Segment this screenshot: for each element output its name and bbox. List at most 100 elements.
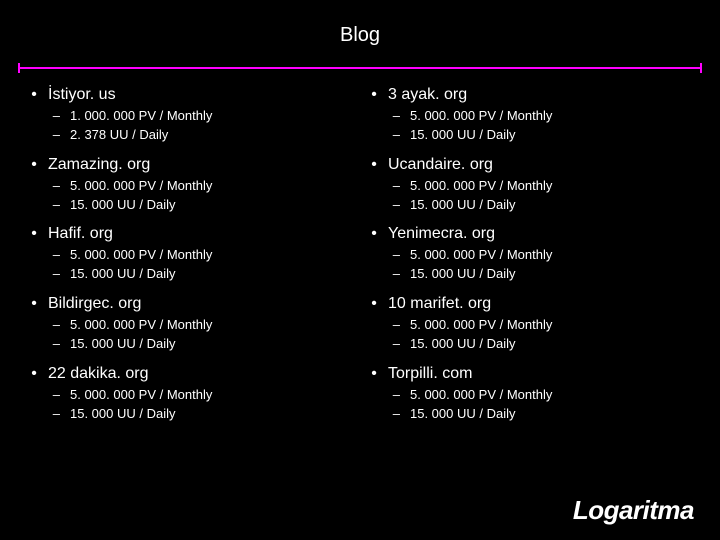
site-name: Torpilli. com xyxy=(388,362,472,386)
bullet-icon: • xyxy=(360,83,388,107)
metric-text: 15. 000 UU / Daily xyxy=(70,265,176,284)
metric-line: –5. 000. 000 PV / Monthly xyxy=(360,246,700,265)
site-block: •3 ayak. org–5. 000. 000 PV / Monthly–15… xyxy=(360,83,700,145)
dash-icon: – xyxy=(360,386,410,405)
metric-line: –5. 000. 000 PV / Monthly xyxy=(20,316,360,335)
metric-text: 5. 000. 000 PV / Monthly xyxy=(70,386,212,405)
metric-line: –5. 000. 000 PV / Monthly xyxy=(360,386,700,405)
site-line: •Yenimecra. org xyxy=(360,222,700,246)
left-column: •İstiyor. us–1. 000. 000 PV / Monthly–2.… xyxy=(20,83,360,431)
site-name: 3 ayak. org xyxy=(388,83,467,107)
dash-icon: – xyxy=(20,335,70,354)
metric-line: –1. 000. 000 PV / Monthly xyxy=(20,107,360,126)
site-line: •Torpilli. com xyxy=(360,362,700,386)
divider-container xyxy=(0,67,720,77)
metric-line: –15. 000 UU / Daily xyxy=(360,405,700,424)
logo: Logaritma xyxy=(573,495,694,526)
site-name: Bildirgec. org xyxy=(48,292,141,316)
dash-icon: – xyxy=(360,335,410,354)
dash-icon: – xyxy=(360,177,410,196)
bullet-icon: • xyxy=(20,292,48,316)
site-line: •Zamazing. org xyxy=(20,153,360,177)
site-name: Zamazing. org xyxy=(48,153,150,177)
metric-line: –15. 000 UU / Daily xyxy=(360,126,700,145)
divider-tick-right xyxy=(700,63,702,73)
metric-line: –15. 000 UU / Daily xyxy=(20,335,360,354)
dash-icon: – xyxy=(20,316,70,335)
dash-icon: – xyxy=(20,386,70,405)
bullet-icon: • xyxy=(20,83,48,107)
site-block: •10 marifet. org–5. 000. 000 PV / Monthl… xyxy=(360,292,700,354)
dash-icon: – xyxy=(20,265,70,284)
divider-tick-left xyxy=(18,63,20,73)
site-block: •Yenimecra. org–5. 000. 000 PV / Monthly… xyxy=(360,222,700,284)
metric-text: 1. 000. 000 PV / Monthly xyxy=(70,107,212,126)
metric-line: –5. 000. 000 PV / Monthly xyxy=(20,386,360,405)
site-name: 22 dakika. org xyxy=(48,362,149,386)
divider-line xyxy=(18,67,702,69)
metric-text: 5. 000. 000 PV / Monthly xyxy=(410,107,552,126)
bullet-icon: • xyxy=(360,292,388,316)
bullet-icon: • xyxy=(20,153,48,177)
site-block: •Bildirgec. org–5. 000. 000 PV / Monthly… xyxy=(20,292,360,354)
dash-icon: – xyxy=(20,107,70,126)
bullet-icon: • xyxy=(360,362,388,386)
bullet-icon: • xyxy=(360,222,388,246)
site-line: •Hafif. org xyxy=(20,222,360,246)
site-line: •Bildirgec. org xyxy=(20,292,360,316)
site-name: Hafif. org xyxy=(48,222,113,246)
metric-line: –5. 000. 000 PV / Monthly xyxy=(360,316,700,335)
metric-text: 5. 000. 000 PV / Monthly xyxy=(410,177,552,196)
bullet-icon: • xyxy=(20,222,48,246)
bullet-icon: • xyxy=(20,362,48,386)
bullet-icon: • xyxy=(360,153,388,177)
page-title: Blog xyxy=(0,0,720,67)
site-block: •İstiyor. us–1. 000. 000 PV / Monthly–2.… xyxy=(20,83,360,145)
metric-line: –5. 000. 000 PV / Monthly xyxy=(360,177,700,196)
site-name: Ucandaire. org xyxy=(388,153,493,177)
right-column: •3 ayak. org–5. 000. 000 PV / Monthly–15… xyxy=(360,83,700,431)
metric-text: 15. 000 UU / Daily xyxy=(70,405,176,424)
metric-text: 5. 000. 000 PV / Monthly xyxy=(410,246,552,265)
site-block: •Ucandaire. org–5. 000. 000 PV / Monthly… xyxy=(360,153,700,215)
dash-icon: – xyxy=(360,246,410,265)
metric-line: –15. 000 UU / Daily xyxy=(20,196,360,215)
content-columns: •İstiyor. us–1. 000. 000 PV / Monthly–2.… xyxy=(0,77,720,431)
site-line: •10 marifet. org xyxy=(360,292,700,316)
site-block: •Zamazing. org–5. 000. 000 PV / Monthly–… xyxy=(20,153,360,215)
metric-text: 5. 000. 000 PV / Monthly xyxy=(70,316,212,335)
site-block: •22 dakika. org–5. 000. 000 PV / Monthly… xyxy=(20,362,360,424)
dash-icon: – xyxy=(360,107,410,126)
dash-icon: – xyxy=(360,126,410,145)
metric-text: 15. 000 UU / Daily xyxy=(70,335,176,354)
dash-icon: – xyxy=(360,316,410,335)
metric-line: –15. 000 UU / Daily xyxy=(20,405,360,424)
dash-icon: – xyxy=(20,246,70,265)
metric-line: –5. 000. 000 PV / Monthly xyxy=(20,177,360,196)
metric-line: –5. 000. 000 PV / Monthly xyxy=(360,107,700,126)
dash-icon: – xyxy=(20,405,70,424)
site-line: •22 dakika. org xyxy=(20,362,360,386)
dash-icon: – xyxy=(20,196,70,215)
metric-line: –15. 000 UU / Daily xyxy=(360,265,700,284)
metric-text: 15. 000 UU / Daily xyxy=(410,405,516,424)
metric-text: 5. 000. 000 PV / Monthly xyxy=(70,246,212,265)
site-block: •Hafif. org–5. 000. 000 PV / Monthly–15.… xyxy=(20,222,360,284)
site-line: •3 ayak. org xyxy=(360,83,700,107)
metric-line: –15. 000 UU / Daily xyxy=(20,265,360,284)
site-line: •Ucandaire. org xyxy=(360,153,700,177)
metric-text: 15. 000 UU / Daily xyxy=(410,265,516,284)
site-name: 10 marifet. org xyxy=(388,292,491,316)
metric-line: –15. 000 UU / Daily xyxy=(360,196,700,215)
metric-text: 15. 000 UU / Daily xyxy=(70,196,176,215)
metric-text: 5. 000. 000 PV / Monthly xyxy=(410,316,552,335)
site-name: İstiyor. us xyxy=(48,83,116,107)
metric-line: –15. 000 UU / Daily xyxy=(360,335,700,354)
site-block: •Torpilli. com–5. 000. 000 PV / Monthly–… xyxy=(360,362,700,424)
metric-line: –2. 378 UU / Daily xyxy=(20,126,360,145)
metric-text: 2. 378 UU / Daily xyxy=(70,126,168,145)
dash-icon: – xyxy=(360,265,410,284)
dash-icon: – xyxy=(20,177,70,196)
dash-icon: – xyxy=(20,126,70,145)
metric-text: 15. 000 UU / Daily xyxy=(410,196,516,215)
